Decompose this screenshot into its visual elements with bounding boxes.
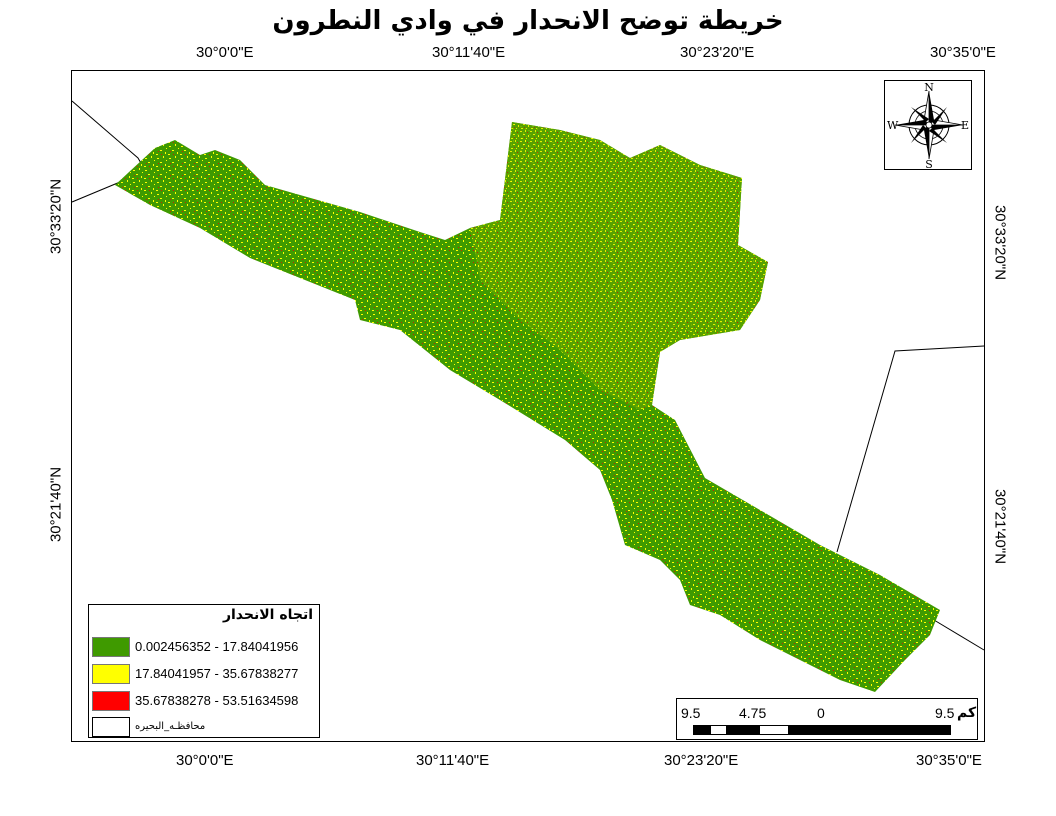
- boundary-line-e: [836, 345, 985, 553]
- scale-label-left: 9.5: [681, 705, 701, 721]
- scale-label-mid: 4.75: [739, 705, 767, 721]
- scale-label-zero: 0: [817, 705, 825, 721]
- compass-rose-icon: N S E W: [887, 81, 969, 171]
- legend-label-high: 35.67838278 - 53.51634598: [135, 693, 299, 708]
- legend-item-boundary: محافظـه_البحيره: [89, 717, 321, 739]
- east-label: E: [961, 119, 969, 132]
- boundary-lines: [71, 100, 985, 651]
- legend-swatch-high: [92, 691, 130, 711]
- legend-label-low: 0.002456352 - 17.84041956: [135, 639, 299, 654]
- top-lon-label-1: 30°0'0"E: [196, 44, 254, 61]
- map-title: خريطة توضح الانحدار في وادي النطرون: [272, 6, 784, 36]
- legend-label-boundary: محافظـه_البحيره: [135, 721, 206, 732]
- scale-segment-1: [693, 725, 710, 735]
- bottom-lon-label-2: 30°11'40"E: [416, 752, 490, 769]
- scale-label-right: 9.5: [935, 705, 955, 721]
- legend-title: اتجاه الانحدار: [222, 607, 313, 623]
- scale-segment-6: [821, 725, 951, 735]
- legend-swatch-mid: [92, 664, 130, 684]
- north-label: N: [924, 81, 934, 94]
- south-label: S: [925, 158, 933, 169]
- scale-segment-3: [727, 725, 759, 735]
- legend-label-mid: 17.84041957 - 35.67838277: [135, 666, 299, 681]
- boundary-line-se: [933, 619, 985, 651]
- scale-bar: 9.5 4.75 0 9.5 كم: [676, 698, 978, 740]
- north-arrow: N S E W: [884, 80, 972, 171]
- legend-item-low: 0.002456352 - 17.84041956: [89, 637, 321, 659]
- west-label: W: [887, 119, 899, 132]
- scale-unit: كم: [957, 705, 977, 721]
- wadi-natrun-area: [115, 122, 940, 692]
- boundary-line-w: [71, 181, 121, 203]
- legend-item-high: 35.67838278 - 53.51634598: [89, 691, 321, 713]
- bottom-lon-label-3: 30°23'20"E: [664, 752, 739, 769]
- slope-raster-core: [470, 122, 768, 410]
- scale-segment-5: [789, 725, 821, 735]
- map-frame: [71, 70, 985, 742]
- scale-segment-4: [759, 725, 789, 735]
- scale-segment-2: [710, 725, 727, 735]
- legend-swatch-boundary: [92, 717, 130, 737]
- legend-swatch-low: [92, 637, 130, 657]
- bottom-lon-label-1: 30°0'0"E: [176, 752, 234, 769]
- map-legend: اتجاه الانحدار 0.002456352 - 17.84041956…: [88, 604, 320, 738]
- bottom-lon-label-4: 30°35'0"E: [916, 752, 982, 769]
- top-lon-label-4: 30°35'0"E: [930, 44, 996, 61]
- top-lon-label-3: 30°23'20"E: [680, 44, 755, 61]
- boundary-line-nw: [71, 100, 146, 171]
- legend-item-mid: 17.84041957 - 35.67838277: [89, 664, 321, 686]
- top-lon-label-2: 30°11'40"E: [432, 44, 506, 61]
